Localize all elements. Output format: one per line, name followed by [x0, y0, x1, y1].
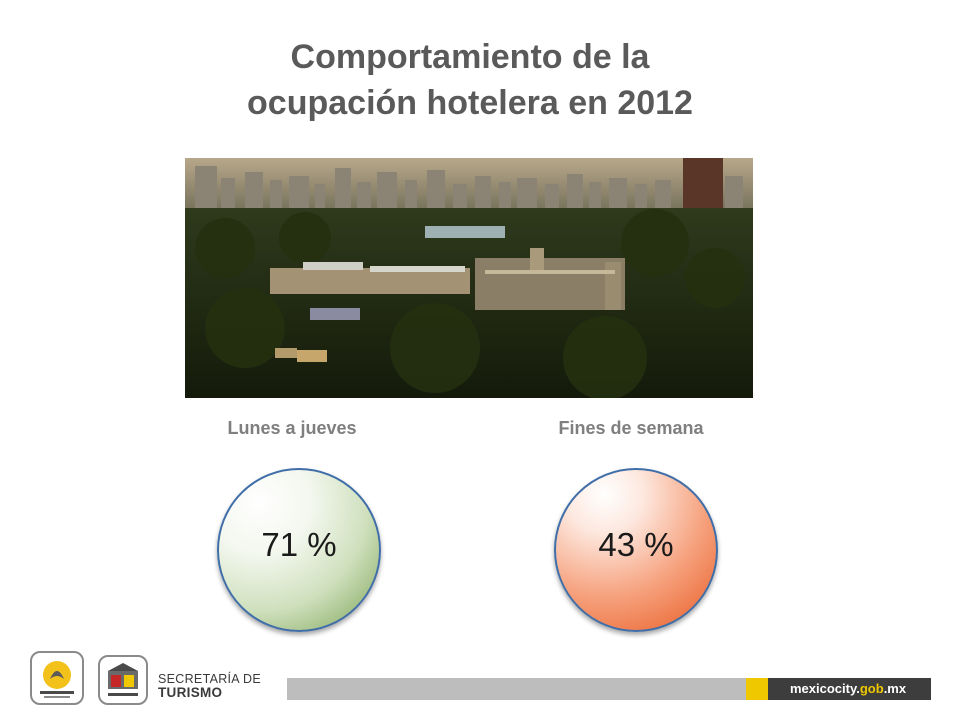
city-aerial-photo: [185, 158, 753, 398]
footer-gray-bar: [287, 678, 747, 700]
weekday-occupancy-value: 71 %: [261, 526, 337, 563]
sectur-logo: [98, 655, 148, 705]
site-url-prefix: mexicocity.: [790, 681, 860, 696]
footer-site-bar: mexicocity.gob.mx: [768, 678, 931, 700]
weekday-occupancy-bubble: 71 %: [217, 468, 381, 632]
weekend-label: Fines de semana: [558, 418, 704, 438]
footer-yellow-accent: [746, 678, 768, 700]
weekday-label: Lunes a jueves: [227, 418, 357, 438]
weekend-occupancy-value: 43 %: [598, 526, 674, 563]
secretaria-line: SECRETARÍA DE: [158, 672, 261, 686]
weekend-occupancy-bubble: 43 %: [554, 468, 718, 632]
secretaria-turismo-wordmark: SECRETARÍA DE TURISMO: [158, 672, 261, 700]
site-url-suffix: .mx: [883, 681, 907, 696]
site-url-accent: gob: [859, 681, 884, 696]
turismo-line: TURISMO: [158, 685, 223, 700]
slide-title-line-2: ocupación hotelera en 2012: [247, 84, 693, 122]
cdmx-logo: [30, 651, 84, 705]
slide-title: Comportamiento de la ocupación hotelera …: [120, 34, 820, 126]
slide-title-line-1: Comportamiento de la: [290, 38, 650, 76]
